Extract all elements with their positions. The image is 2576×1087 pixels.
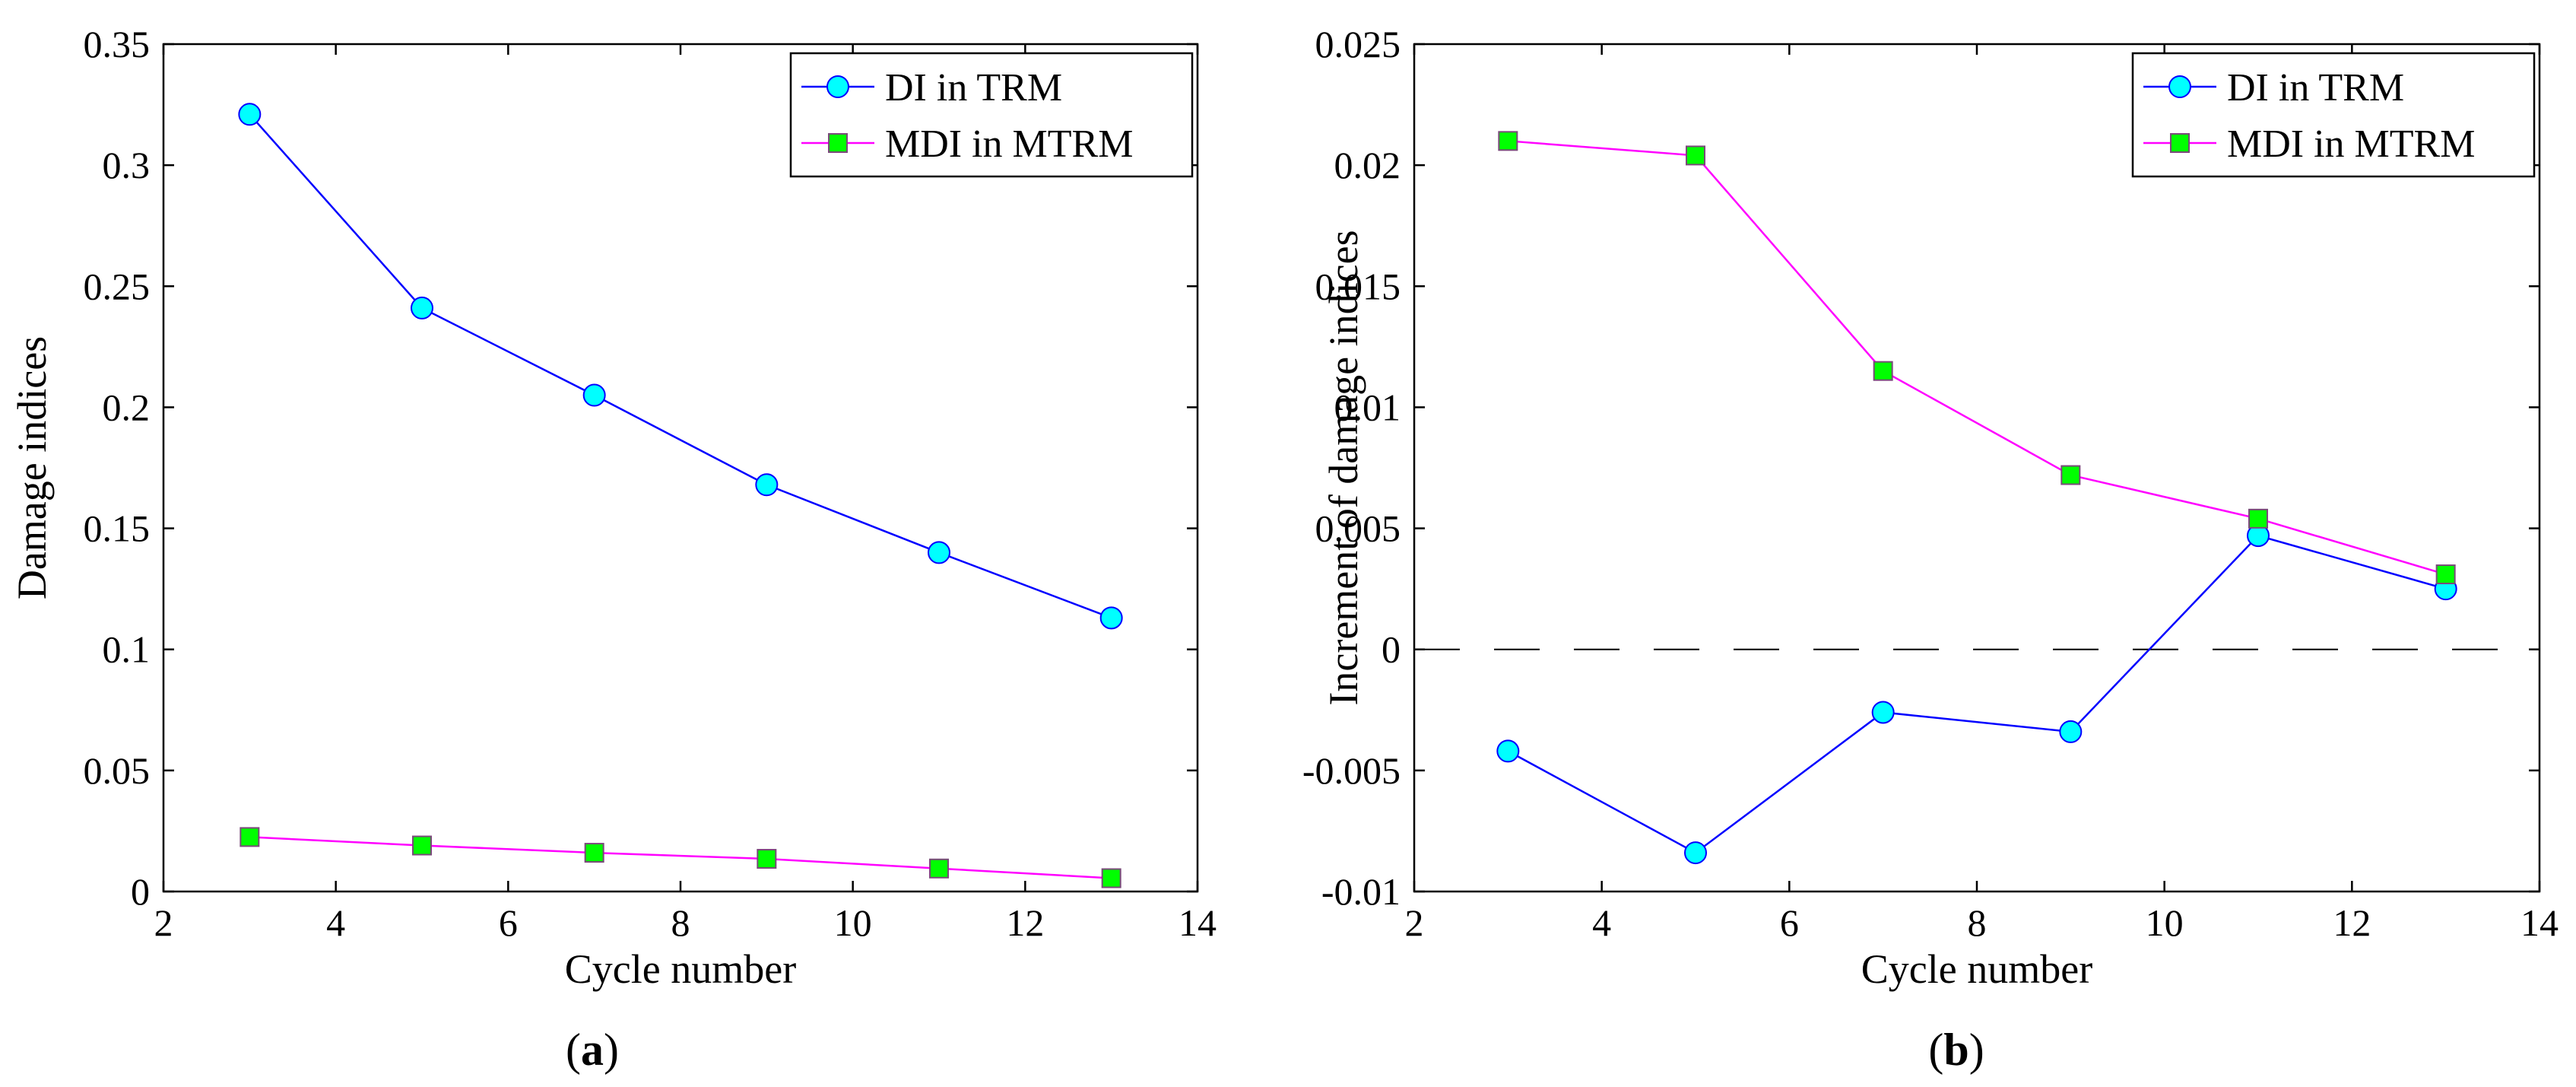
svg-text:(a): (a) (566, 1025, 619, 1075)
panel-a-y-axis-label: Damage indices (9, 336, 55, 599)
panel-a-legend-di-trm-label: DI in TRM (885, 66, 1062, 110)
panel-b-mdi-mtrm-series-line (1508, 140, 2447, 576)
panel-a-di-trm-point (1099, 606, 1123, 630)
panel-b-x-tick-label: 6 (1780, 901, 1799, 944)
panel-a-y-tick-label: 0.35 (84, 23, 151, 65)
panel-b-mdi-mtrm-point (2060, 465, 2081, 485)
panel-b-x-tick-label: 8 (1968, 901, 1987, 944)
panel-a-chart: 2 4 6 8 10 12 14 0 0.05 0.1 0.15 0.2 0.25 0.3 0.35 Cycl… (9, 23, 1217, 992)
panel-a-y-tick-label: 0.05 (84, 749, 151, 792)
panel-a-mdi-mtrm-point (1101, 868, 1121, 888)
panel-a-legend-box (789, 52, 1194, 178)
panel-a-y-tick-label: 0.3 (103, 144, 151, 186)
panel-b-mdi-mtrm-point (1873, 361, 1893, 381)
panel-b-caption-label: b (1943, 1025, 1968, 1075)
panel-b-mdi-mtrm-point (2435, 564, 2456, 585)
panel-a-caption: (a) (566, 1025, 619, 1075)
panel-a-legend-mdi-mtrm-label: MDI in MTRM (885, 122, 1133, 166)
panel-b-chart: 2 4 6 8 10 12 14 -0.01 -0.005 0 0.005 0.01 0.015 0.02… (1302, 23, 2559, 992)
panel-a-x-axis-label: Cycle number (565, 946, 796, 992)
panel-a-mdi-mtrm-series-line (249, 836, 1112, 879)
panel-b-di-trm-point (1496, 739, 1520, 763)
panel-a-y-tick-label: 0.1 (103, 628, 151, 671)
panel-a-legend-di-trm-marker (826, 75, 849, 98)
panel-b-di-trm-point (2059, 720, 2083, 743)
panel-a-x-tick-label: 2 (154, 901, 173, 944)
panel-a-y-tick-label: 0 (131, 870, 150, 913)
panel-a-x-tick-label: 4 (326, 901, 345, 944)
panel-a-y-tick-label: 0.25 (84, 265, 151, 307)
panel-b-legend-mdi-mtrm-marker (2170, 133, 2190, 153)
panel-a-mdi-mtrm-point (929, 858, 949, 879)
svg-text:(b): (b) (1928, 1025, 1984, 1075)
panel-b-y-tick-label: 0.005 (1315, 507, 1401, 550)
panel-b-di-trm-point (1684, 841, 1707, 865)
panel-b-di-trm-point (1871, 701, 1895, 724)
panel-b-y-tick-label: 0.01 (1334, 386, 1401, 428)
panel-a-y-tick-label: 0.15 (84, 507, 151, 550)
panel-a-x-tick-label: 10 (834, 901, 872, 944)
panel-b-legend: DI in TRM MDI in MTRM (2131, 52, 2536, 178)
panel-a-di-trm-point (755, 473, 779, 497)
panel-b-y-tick-label: -0.005 (1302, 749, 1401, 792)
panel-a-mdi-mtrm-point (757, 849, 777, 869)
panel-a-x-tick-label: 6 (499, 901, 518, 944)
panel-b-y-tick-label: -0.01 (1321, 870, 1401, 913)
panel-a-di-trm-point (582, 383, 606, 407)
panel-b-x-tick-label: 4 (1592, 901, 1611, 944)
panel-b-y-tick-label: 0.025 (1315, 23, 1401, 65)
panel-a-di-trm-series-line (249, 113, 1112, 619)
panel-a-x-tick-label: 8 (671, 901, 690, 944)
panel-a-di-trm-point (238, 103, 262, 126)
panel-b-legend-box (2131, 52, 2536, 178)
panel-b-legend-di-trm-label: DI in TRM (2227, 66, 2404, 110)
panel-a-legend: DI in TRM MDI in MTRM (789, 52, 1194, 178)
panel-b-mdi-mtrm-point (2248, 508, 2268, 529)
panel-a-y-tick-label: 0.2 (103, 386, 151, 428)
panel-a-legend-mdi-mtrm-marker (828, 133, 848, 153)
panel-b-mdi-mtrm-point (1686, 145, 1705, 166)
panel-a-di-trm-point (411, 296, 433, 319)
panel-b-legend-di-trm-marker (2168, 75, 2191, 98)
panel-a-caption-label: a (581, 1025, 604, 1075)
panel-a-mdi-mtrm-point (412, 835, 432, 856)
panel-a-di-trm-point (928, 541, 950, 564)
panel-b-legend-mdi-mtrm-label: MDI in MTRM (2227, 122, 2475, 166)
panel-b-x-tick-label: 2 (1405, 901, 1424, 944)
panel-b-x-tick-label: 12 (2333, 901, 2371, 944)
panel-b-caption: (b) (1928, 1025, 1984, 1075)
panel-b-di-trm-series-line (1507, 534, 2447, 854)
panel-b-x-tick-label: 10 (2146, 901, 2184, 944)
panel-a-x-tick-label: 12 (1006, 901, 1044, 944)
panel-b-y-tick-label: 0.02 (1334, 144, 1401, 186)
panel-b-y-tick-label: 0 (1382, 628, 1401, 671)
panel-b-x-axis-label: Cycle number (1861, 946, 2092, 992)
panel-a-x-tick-label: 14 (1179, 901, 1217, 944)
panel-b-y-tick-label: 0.015 (1315, 265, 1401, 307)
panel-a-mdi-mtrm-point (584, 843, 604, 863)
panel-b-x-tick-label: 14 (2520, 901, 2559, 944)
panel-b-y-axis-label: Increment of damage indices (1321, 230, 1366, 705)
panel-a-mdi-mtrm-point (240, 827, 260, 847)
panel-b-mdi-mtrm-point (1498, 131, 1518, 151)
